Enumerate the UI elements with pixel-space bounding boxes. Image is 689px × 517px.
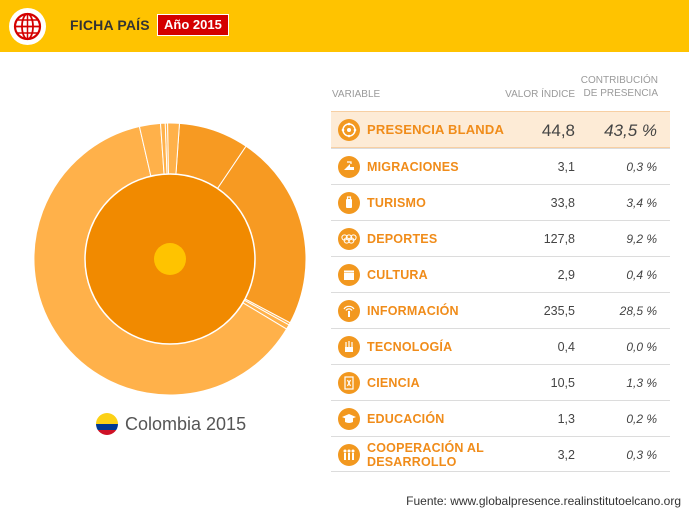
row-contribution: 0,4 % <box>626 268 657 282</box>
colombia-flag-icon <box>96 413 118 435</box>
page-title: FICHA PAÍS <box>70 17 150 33</box>
globe-icon <box>9 8 46 45</box>
table-row-tecnologia[interactable]: TECNOLOGÍA 0,4 0,0 % <box>331 328 670 364</box>
row-name-line2: DESARROLLO <box>367 455 457 469</box>
olympic-rings-icon <box>338 228 360 250</box>
row-contribution: 28,5 % <box>619 304 657 318</box>
table-row-migraciones[interactable]: MIGRACIONES 3,1 0,3 % <box>331 148 670 184</box>
year-badge: Año 2015 <box>157 14 229 36</box>
row-name: EDUCACIÓN <box>367 412 445 426</box>
row-name: CULTURA <box>367 268 428 282</box>
row-value: 10,5 <box>550 376 575 390</box>
country-label: Colombia 2015 <box>96 412 246 436</box>
technology-icon <box>338 336 360 358</box>
row-name-line1: COOPERACIÓN AL <box>367 441 484 455</box>
row-value: 33,8 <box>550 196 575 210</box>
row-value: 127,8 <box>543 232 575 246</box>
cooperation-icon <box>338 444 360 466</box>
row-contribution: 3,4 % <box>626 196 657 210</box>
migration-icon <box>338 156 360 178</box>
row-contribution: 0,2 % <box>626 412 657 426</box>
row-contribution: 0,0 % <box>626 340 657 354</box>
table-row-ciencia[interactable]: CIENCIA 10,5 1,3 % <box>331 364 670 400</box>
row-name: TURISMO <box>367 196 427 210</box>
row-contribution: 0,3 % <box>626 160 657 174</box>
row-value: 2,9 <box>557 268 575 282</box>
row-value: 3,2 <box>557 448 575 462</box>
row-name: DEPORTES <box>367 232 438 246</box>
table-row-deportes[interactable]: DEPORTES 127,8 9,2 % <box>331 220 670 256</box>
row-contribution: 1,3 % <box>626 376 657 390</box>
header-bar: FICHA PAÍS Año 2015 <box>0 0 689 52</box>
table-row-cooperacion[interactable]: COOPERACIÓN AL DESARROLLO 3,2 0,3 % <box>331 436 670 472</box>
row-name: TECNOLOGÍA <box>367 340 453 354</box>
table-row-educacion[interactable]: EDUCACIÓN 1,3 0,2 % <box>331 400 670 436</box>
graduation-cap-icon <box>338 408 360 430</box>
row-name: COOPERACIÓN AL DESARROLLO <box>367 437 484 473</box>
row-name: MIGRACIONES <box>367 160 459 174</box>
information-icon <box>338 300 360 322</box>
donut-center <box>154 243 186 275</box>
row-contribution: 9,2 % <box>626 232 657 246</box>
row-value: 0,4 <box>557 340 575 354</box>
row-value: 44,8 <box>541 121 575 140</box>
table-row-cultura[interactable]: CULTURA 2,9 0,4 % <box>331 256 670 292</box>
science-icon <box>338 372 360 394</box>
country-name: Colombia 2015 <box>125 413 247 434</box>
table-row-presencia-blanda[interactable]: PRESENCIA BLANDA 44,8 43,5 % <box>331 111 670 148</box>
column-header-contribution-line1: CONTRIBUCIÓN <box>580 75 658 86</box>
donut-chart <box>33 122 307 396</box>
soft-presence-icon <box>338 119 360 141</box>
row-name: INFORMACIÓN <box>367 304 459 318</box>
tourism-icon <box>338 192 360 214</box>
row-value: 1,3 <box>557 412 575 426</box>
column-header-contribution-line2: DE PRESENCIA <box>583 88 658 99</box>
row-value: 3,1 <box>557 160 575 174</box>
row-value: 235,5 <box>543 304 575 318</box>
column-header-contribution: CONTRIBUCIÓN DE PRESENCIA <box>578 74 658 100</box>
clapperboard-icon <box>338 264 360 286</box>
row-name: CIENCIA <box>367 376 420 390</box>
row-name: PRESENCIA BLANDA <box>367 122 505 137</box>
row-contribution: 43,5 % <box>604 121 657 140</box>
column-header-variable: VARIABLE <box>332 89 381 100</box>
table-row-turismo[interactable]: TURISMO 33,8 3,4 % <box>331 184 670 220</box>
row-contribution: 0,3 % <box>626 448 657 462</box>
source-footer: Fuente: www.globalpresence.realinstituto… <box>406 494 681 508</box>
table-row-informacion[interactable]: INFORMACIÓN 235,5 28,5 % <box>331 292 670 328</box>
column-header-value: VALOR ÍNDICE <box>505 89 575 100</box>
